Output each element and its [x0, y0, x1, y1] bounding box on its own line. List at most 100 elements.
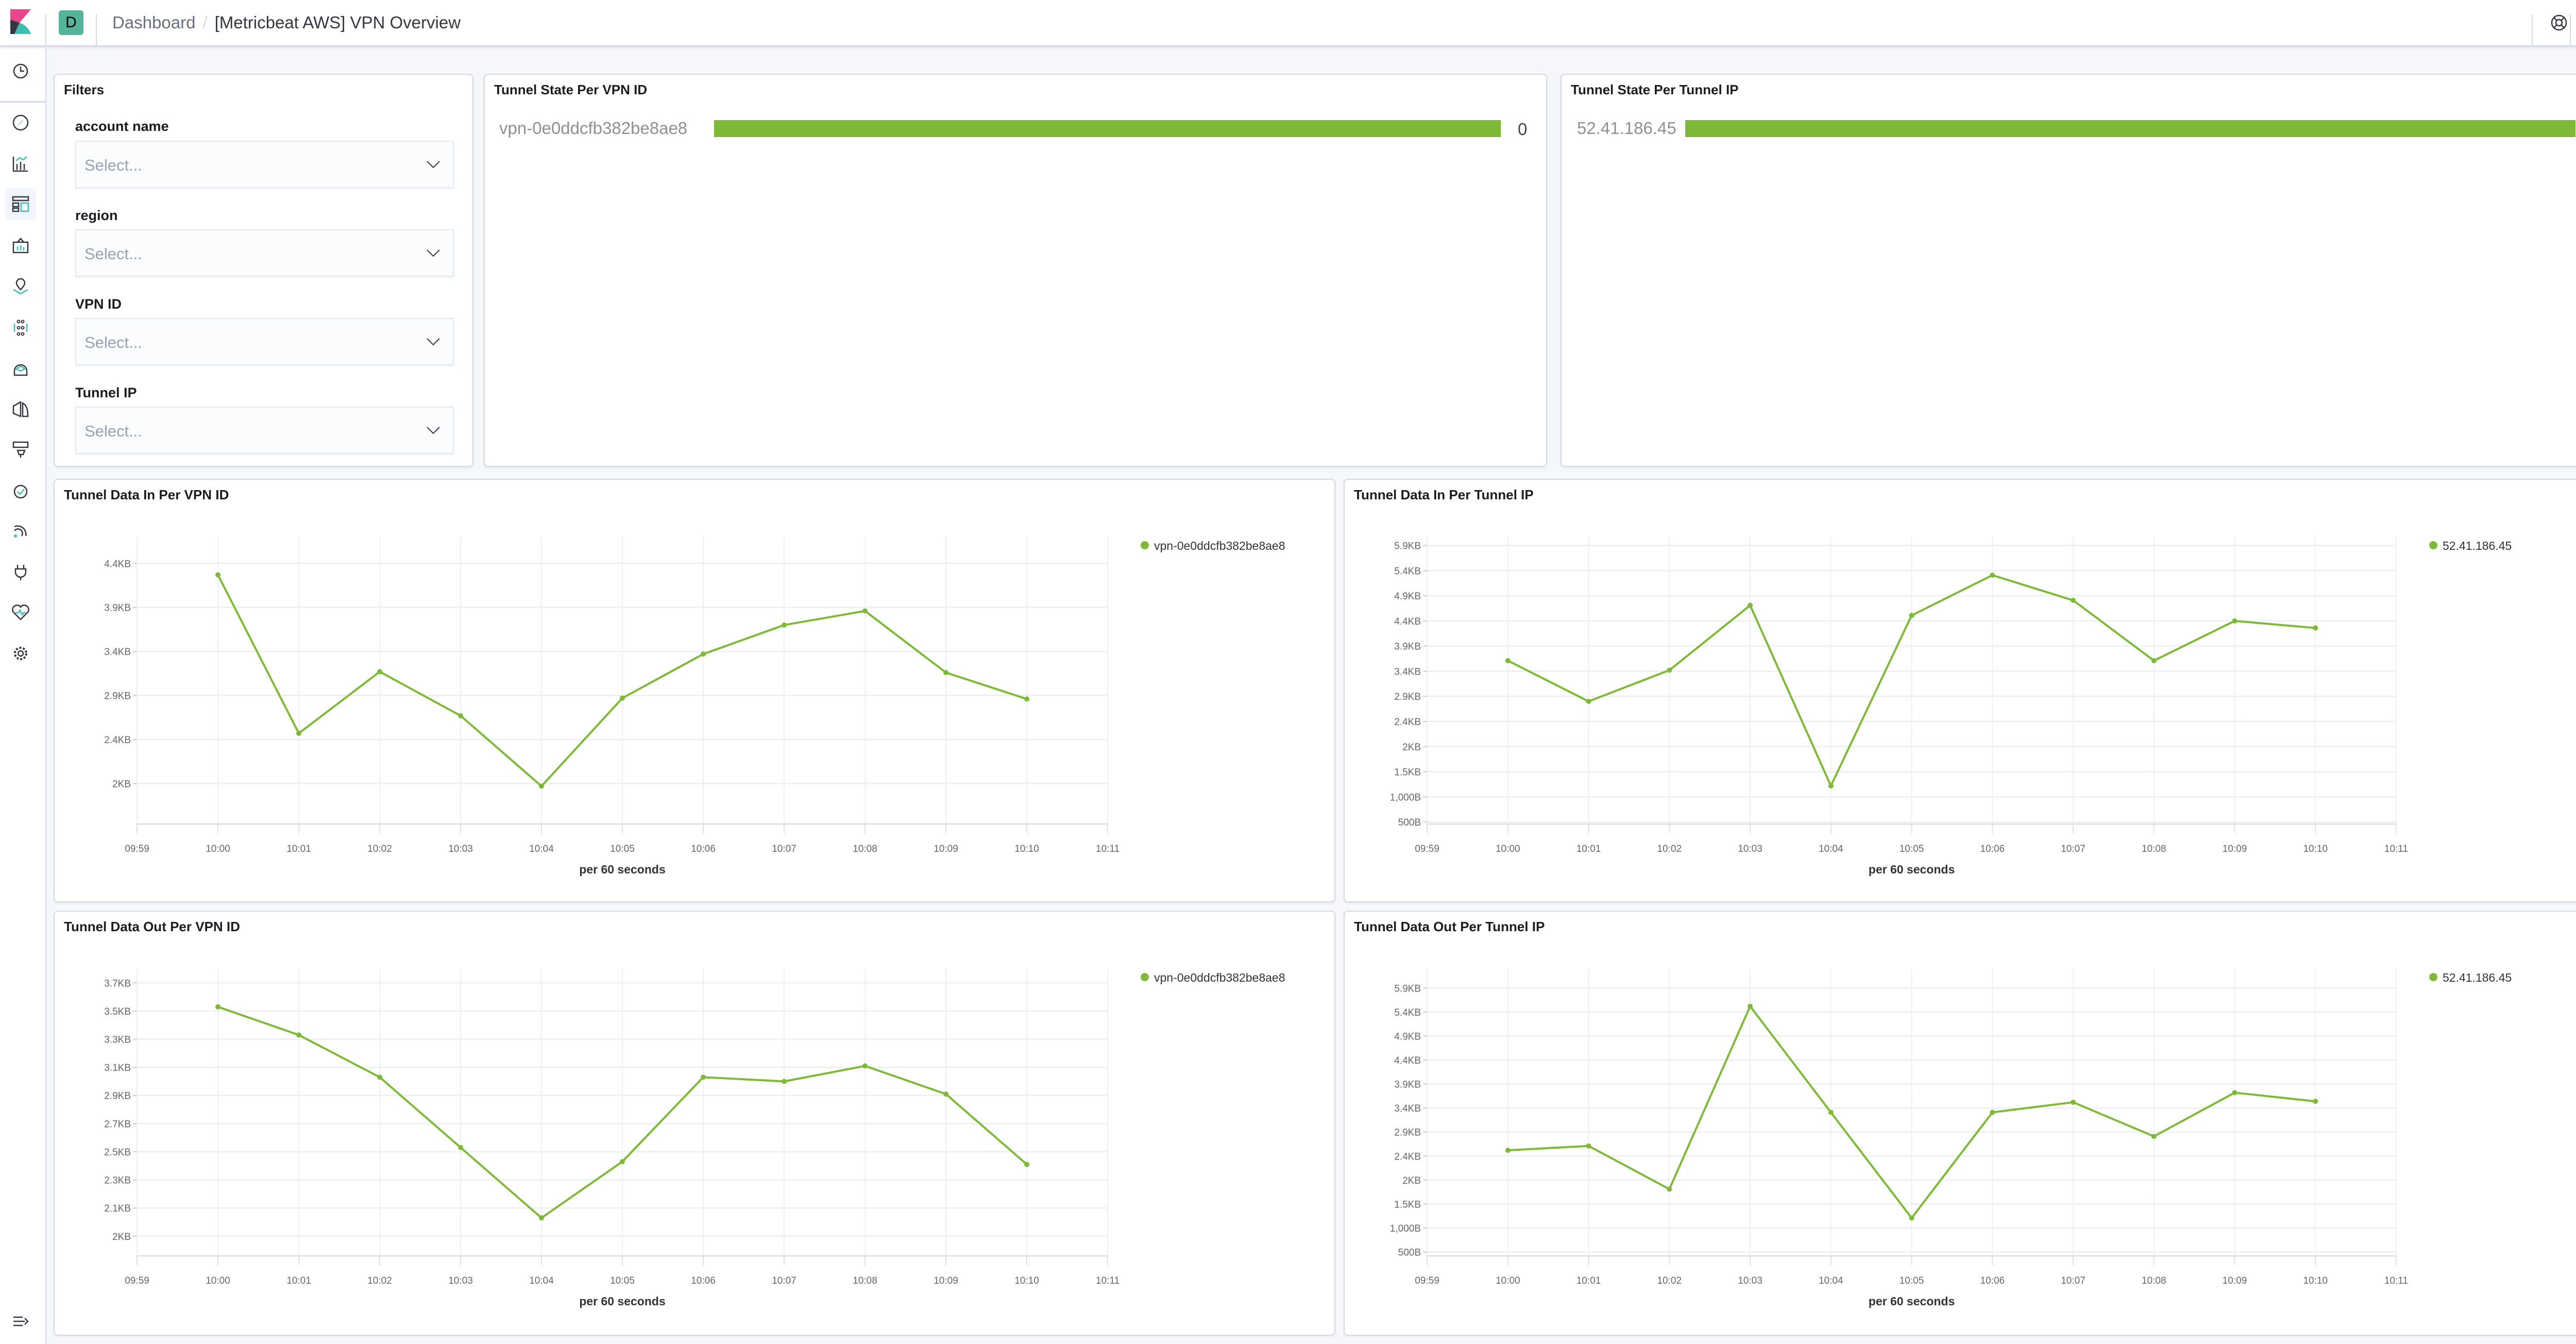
y-tick-label: 2KB	[112, 779, 131, 789]
nav-canvas[interactable]	[5, 230, 36, 261]
nav-management[interactable]	[5, 638, 36, 669]
data-point	[1667, 1186, 1672, 1192]
x-tick-label: 10:11	[1096, 844, 1120, 854]
y-tick-label: 2.9KB	[1394, 1128, 1421, 1138]
state-bar[interactable]	[714, 120, 1501, 137]
tunnel-data-in-ip-panel: Tunnel Data In Per Tunnel IP 09:59 10:00 1…	[1344, 479, 2576, 902]
x-tick-label: 09:59	[1415, 844, 1439, 854]
x-tick-label: 09:59	[125, 844, 149, 854]
y-tick-label: 1,000B	[1390, 792, 1421, 803]
chevron-down-icon	[427, 338, 440, 346]
tunnel-ip-select[interactable]: Select...	[75, 407, 454, 454]
x-axis-label: per 60 seconds	[579, 1295, 665, 1308]
data-point	[215, 1004, 221, 1010]
help-icon[interactable]	[2550, 13, 2568, 32]
data-point	[2151, 1134, 2157, 1139]
breadcrumb: Dashboard / [Metricbeat AWS] VPN Overview	[112, 13, 461, 32]
data-point	[1909, 1215, 1914, 1221]
y-tick-label: 4.4KB	[1394, 1055, 1421, 1066]
breadcrumb-dashboard[interactable]: Dashboard	[112, 13, 196, 32]
region-select[interactable]: Select...	[75, 229, 454, 277]
panel-title: Tunnel Data In Per VPN ID	[64, 487, 229, 502]
x-tick-label: 10:01	[286, 844, 311, 854]
y-tick-label: 5.4KB	[1394, 566, 1421, 577]
nav-siem[interactable]	[5, 515, 36, 546]
y-tick-label: 500B	[1398, 817, 1421, 828]
data-point	[2232, 1090, 2238, 1096]
breadcrumb-current: [Metricbeat AWS] VPN Overview	[214, 13, 461, 32]
data-point	[1748, 602, 1753, 608]
data-point	[782, 1079, 787, 1084]
x-tick-label: 10:10	[1014, 844, 1039, 854]
y-tick-label: 5.9KB	[1394, 541, 1421, 552]
nav-infrastructure[interactable]	[5, 352, 36, 383]
monitoring-icon	[14, 565, 27, 580]
x-tick-label: 10:04	[1819, 844, 1843, 854]
y-tick-label: 2.3KB	[104, 1175, 131, 1186]
account-name-select[interactable]: Select...	[75, 141, 454, 188]
x-tick-label: 10:07	[2061, 844, 2086, 854]
nav-stack-monitoring[interactable]	[5, 597, 36, 628]
nav-visualize[interactable]	[5, 148, 36, 179]
bar-value: 0	[1518, 120, 1528, 139]
x-tick-label: 10:07	[772, 844, 796, 854]
y-tick-label: 2.9KB	[1394, 692, 1421, 702]
x-tick-label: 10:07	[2061, 1275, 2086, 1286]
nav-uptime[interactable]	[5, 475, 36, 506]
top-header: D Dashboard / [Metricbeat AWS] VPN Overvie…	[0, 0, 2576, 47]
y-tick-label: 2.4KB	[1394, 717, 1421, 728]
x-tick-label: 10:06	[1980, 844, 2005, 854]
legend-label[interactable]: vpn-0e0ddcfb382be8ae8	[1154, 539, 1285, 552]
x-tick-label: 10:08	[2142, 844, 2166, 854]
nav-maps[interactable]	[5, 271, 36, 302]
tunnel-data-out-vpn-panel: Tunnel Data Out Per VPN ID 09:59 10:00 10:…	[54, 911, 1335, 1336]
panel-title: Filters	[64, 82, 105, 97]
y-tick-label: 3.7KB	[104, 978, 131, 989]
nav-recent[interactable]	[5, 56, 36, 87]
canvas-icon	[12, 238, 29, 254]
y-tick-label: 3.4KB	[104, 647, 131, 658]
nav-collapse[interactable]	[5, 1306, 36, 1337]
x-tick-label: 10:02	[367, 1275, 392, 1286]
legend-label[interactable]: vpn-0e0ddcfb382be8ae8	[1154, 971, 1285, 984]
x-tick-label: 10:07	[772, 1275, 796, 1286]
x-tick-label: 10:03	[448, 1275, 473, 1286]
x-tick-label: 10:02	[1657, 844, 1682, 854]
line-chart: 09:59 10:00 10:01 10:02 10:03 10:04 10:05 10:06…	[1390, 537, 2512, 876]
x-axis-label: per 60 seconds	[1869, 1295, 1955, 1308]
uptime-icon	[13, 484, 28, 499]
legend-label[interactable]: 52.41.186.45	[2443, 539, 2512, 552]
nav-dashboard[interactable]	[5, 189, 36, 220]
filter-label-tunnel-ip: Tunnel IP	[75, 385, 137, 400]
vpn-id-select[interactable]: Select...	[75, 318, 454, 365]
data-point	[1505, 658, 1511, 663]
nav-apm[interactable]	[5, 434, 36, 465]
data-point	[296, 731, 301, 736]
maps-icon	[13, 278, 28, 295]
y-tick-label: 500B	[1398, 1248, 1421, 1258]
x-tick-label: 10:03	[448, 844, 473, 854]
state-bar[interactable]	[1685, 120, 2575, 137]
clock-icon	[13, 63, 28, 79]
side-nav	[0, 48, 46, 1344]
nav-discover[interactable]	[5, 107, 36, 138]
data-point	[1505, 1148, 1511, 1153]
data-point	[2071, 1099, 2076, 1105]
data-point	[2313, 625, 2318, 631]
y-tick-label: 1,000B	[1390, 1223, 1421, 1234]
data-point	[620, 1159, 625, 1165]
nav-ml[interactable]	[5, 312, 36, 343]
y-tick-label: 4.4KB	[104, 559, 131, 569]
nav-logs[interactable]	[5, 394, 36, 425]
x-tick-label: 10:10	[2303, 844, 2328, 854]
legend-label[interactable]: 52.41.186.45	[2443, 971, 2512, 984]
data-point	[1667, 667, 1672, 673]
kibana-logo[interactable]	[10, 9, 31, 34]
panel-title: Tunnel State Per VPN ID	[494, 82, 648, 97]
y-tick-label: 1.5KB	[1394, 767, 1421, 778]
space-avatar[interactable]: D	[59, 10, 83, 35]
x-tick-label: 10:08	[853, 1275, 877, 1286]
tunnel-state-ip-panel: Tunnel State Per Tunnel IP 52.41.186.45 …	[1561, 74, 2576, 467]
nav-monitoring[interactable]	[5, 557, 36, 587]
legend-dot	[1141, 541, 1149, 549]
